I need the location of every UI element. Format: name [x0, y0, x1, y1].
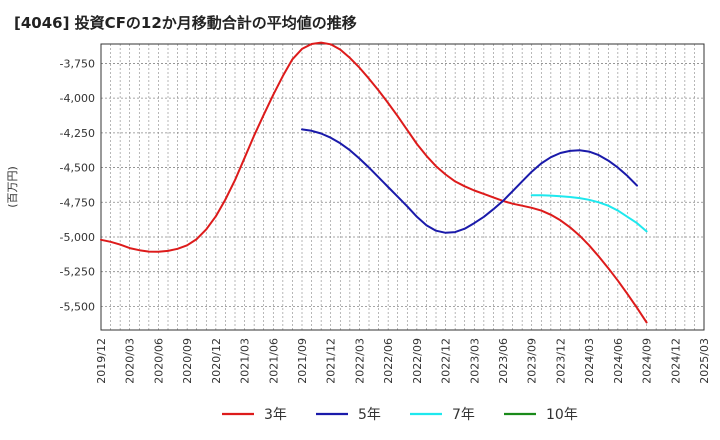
series-line-7年: [530, 194, 648, 233]
x-tick-label: 2022/06: [382, 338, 395, 384]
x-tick-label: 2021/03: [239, 338, 252, 384]
x-tick-label: 2025/03: [698, 338, 711, 384]
y-tick-label: -4,750: [60, 196, 95, 209]
plot-frame: [100, 43, 705, 331]
legend-label-7年: 7年: [452, 407, 475, 423]
x-tick-label: 2024/06: [612, 338, 625, 384]
x-tick-label: 2021/09: [296, 338, 309, 384]
x-tick-label: 2019/12: [95, 338, 108, 384]
x-tick-label: 2023/09: [526, 338, 539, 384]
y-axis-label: (百万円): [6, 166, 19, 208]
x-tick-label: 2020/06: [152, 338, 165, 384]
x-tick-label: 2020/09: [181, 338, 194, 384]
y-tick-label: -5,250: [60, 266, 95, 279]
y-tick-label: -4,000: [60, 92, 95, 105]
series-line-3年: [100, 41, 648, 324]
x-tick-label: 2021/06: [267, 338, 280, 384]
x-tick-label: 2024/12: [669, 338, 682, 384]
x-tick-label: 2020/12: [210, 338, 223, 384]
y-tick-label: -4,500: [60, 162, 95, 175]
x-tick-label: 2022/12: [440, 338, 453, 384]
grid: [100, 44, 705, 330]
x-tick-label: 2024/09: [641, 338, 654, 384]
x-tick-label: 2020/03: [124, 338, 137, 384]
x-tick-label: 2022/09: [411, 338, 424, 384]
legend-label-5年: 5年: [358, 407, 381, 423]
chart-title: [4046] 投資CFの12か月移動合計の平均値の推移: [14, 14, 357, 32]
x-tick-label: 2022/03: [353, 338, 366, 384]
series-lines: [100, 41, 648, 324]
x-tick-label: 2023/06: [497, 338, 510, 384]
y-tick-label: -5,000: [60, 231, 95, 244]
y-tick-label: -4,250: [60, 127, 95, 140]
y-tick-label: -5,500: [60, 300, 95, 313]
x-tick-label: 2023/12: [554, 338, 567, 384]
x-tick-label: 2021/12: [325, 338, 338, 384]
series-line-5年: [301, 128, 638, 234]
x-tick-label: 2024/03: [583, 338, 596, 384]
y-tick-label: -3,750: [60, 57, 95, 70]
legend-label-10年: 10年: [546, 407, 578, 423]
legend: 3年 5年 7年 10年: [222, 407, 578, 423]
legend-label-3年: 3年: [264, 407, 287, 423]
x-tick-label: 2023/03: [468, 338, 481, 384]
x-axis: 2019/12 2020/03 2020/06 2020/09 2020/12 2021/…: [95, 338, 711, 384]
y-axis: -3,750 -4,000 -4,250 -4,500 -4,750 -5,000 -5,2…: [60, 57, 95, 313]
